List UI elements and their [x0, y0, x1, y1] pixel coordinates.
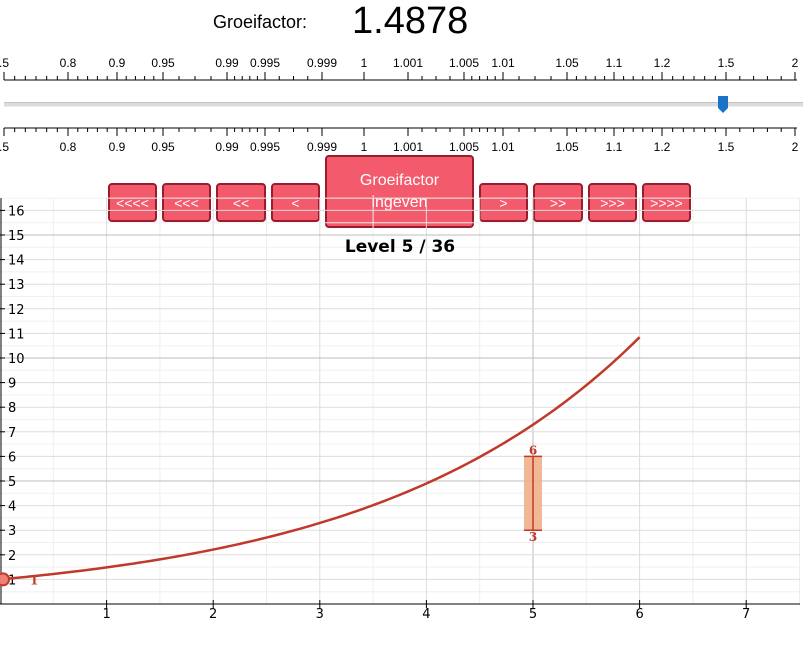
- y-tick-label: 2: [8, 549, 16, 564]
- y-tick-label: 3: [8, 524, 16, 539]
- x-tick-label: 3: [316, 607, 324, 622]
- step-forward-2-button[interactable]: >>: [533, 183, 583, 222]
- step-back-1-button[interactable]: <: [271, 183, 320, 222]
- scale-label: 1.5: [718, 140, 735, 154]
- step-forward-3-button[interactable]: >>>: [588, 183, 637, 222]
- scale-label: 1.001: [393, 56, 423, 70]
- x-tick-label: 1: [102, 607, 110, 622]
- start-point-marker: [0, 572, 10, 587]
- scale-label: 1.005: [449, 140, 479, 154]
- scale-label: .5: [0, 56, 9, 70]
- scale-label: 0.95: [151, 140, 175, 154]
- scale-label: 0.99: [215, 56, 239, 70]
- y-tick-label: 9: [8, 377, 16, 392]
- y-tick-label: 4: [8, 500, 16, 515]
- y-tick-label: 8: [8, 401, 16, 416]
- x-tick-label: 5: [529, 607, 537, 622]
- scale-label: 1.01: [491, 56, 515, 70]
- scale-label: 0.8: [60, 140, 77, 154]
- scale-label: 1.01: [491, 140, 515, 154]
- scale-label: 1.001: [393, 140, 423, 154]
- scale-label: 0.9: [109, 56, 126, 70]
- step-back-4-button[interactable]: <<<<: [108, 183, 157, 222]
- enter-growth-factor-button[interactable]: Groeifactor ingeven: [325, 155, 474, 228]
- step-forward-1-button[interactable]: >: [479, 183, 528, 222]
- target-max-label: 6: [529, 443, 537, 457]
- scale-label: 1.05: [555, 56, 579, 70]
- scale-label: 1.1: [606, 140, 623, 154]
- scale-label: 1: [361, 56, 368, 70]
- step-forward-4-button[interactable]: >>>>: [642, 183, 691, 222]
- scale-label: 1: [361, 140, 368, 154]
- scale-label: 0.999: [307, 56, 337, 70]
- x-tick-label: 7: [742, 607, 750, 622]
- scale-label: 1.05: [555, 140, 579, 154]
- step-back-3-button[interactable]: <<<: [162, 183, 211, 222]
- y-tick-label: 11: [8, 327, 25, 342]
- y-tick-label: 15: [8, 229, 25, 244]
- scale-label: .5: [0, 140, 9, 154]
- growth-factor-value: 1.4878: [352, 0, 469, 42]
- growth-curve: [0, 336, 641, 581]
- y-tick-label: 14: [8, 254, 25, 269]
- y-tick-label: 16: [8, 204, 25, 219]
- x-tick-label: 4: [422, 607, 430, 622]
- y-tick-label: 1: [8, 573, 16, 588]
- scale-label: 2: [792, 56, 799, 70]
- slider-thumb[interactable]: [718, 96, 729, 113]
- scale-label: 0.95: [151, 56, 175, 70]
- scale-label: 0.9: [109, 140, 126, 154]
- y-tick-label: 13: [8, 278, 25, 293]
- slider-track[interactable]: [4, 102, 803, 107]
- scale-label: 0.8: [60, 56, 77, 70]
- scale-label: 1.005: [449, 56, 479, 70]
- x-tick-label: 2: [209, 607, 217, 622]
- scale-label: 1.1: [606, 56, 623, 70]
- y-tick-label: 12: [8, 303, 25, 318]
- growth-factor-slider[interactable]: [4, 96, 803, 113]
- step-back-2-button[interactable]: <<: [216, 183, 266, 222]
- enter-button-line1: Groeifactor: [359, 171, 440, 189]
- scale-label: 0.999: [307, 140, 337, 154]
- y-tick-label: 10: [8, 352, 25, 367]
- growth-factor-label: Groeifactor:: [213, 12, 308, 32]
- y-tick-label: 7: [8, 426, 16, 441]
- y-tick-label: 5: [8, 475, 16, 490]
- level-title: Level 5 / 36: [344, 237, 456, 257]
- y-tick-label: 6: [8, 450, 16, 465]
- scale-label: 0.995: [250, 140, 280, 154]
- growth-factor-scale-top: .5 0.8 0.9 0.95 0.99 0.995 0.999 1 1.001 1.005 1.0…: [0, 56, 799, 81]
- target-min-label: 3: [529, 530, 537, 544]
- scale-label: 1.5: [718, 56, 735, 70]
- x-tick-label: 6: [635, 607, 643, 622]
- start-point-label: 1: [30, 573, 38, 587]
- scale-label: 0.995: [250, 56, 280, 70]
- scale-label: 0.99: [215, 140, 239, 154]
- scale-label: 1.2: [654, 56, 671, 70]
- growth-factor-scale-bottom: .5 0.8 0.9 0.95 0.99 0.995 0.999 1 1.001 1.005 1.0…: [0, 127, 799, 154]
- scale-label: 1.2: [654, 140, 671, 154]
- scale-label: 2: [792, 140, 799, 154]
